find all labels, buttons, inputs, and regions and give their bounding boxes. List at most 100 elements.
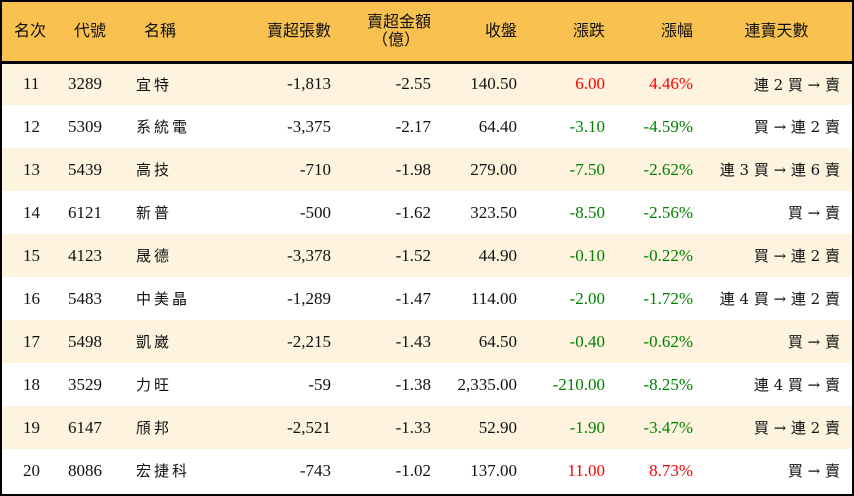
net-sell-shares-cell: -710 xyxy=(299,159,331,179)
streak-cell: 買 → 連 2 賣 xyxy=(753,247,840,265)
change-pct-cell: -2.56% xyxy=(643,202,693,222)
net-sell-shares-cell: -59 xyxy=(308,374,331,394)
table-row: 11 3289 宜特 -1,813 -2.55 140.50 6.00 4.46… xyxy=(2,62,852,105)
stock-name-cell: 力旺 xyxy=(136,376,173,394)
streak-cell: 買 → 賣 xyxy=(787,333,840,351)
net-sell-shares-cell: -500 xyxy=(299,202,331,222)
change-pct-cell: -2.62% xyxy=(643,159,693,179)
header-change: 漲跌 xyxy=(521,2,611,64)
header-net-sell-amount: 賣超金額 （億） xyxy=(331,2,431,64)
rank-cell: 19 xyxy=(23,417,40,437)
stock-name-cell: 宜特 xyxy=(136,75,173,94)
stock-code-cell: 3529 xyxy=(68,374,102,394)
close-price-cell: 323.50 xyxy=(470,202,517,222)
change-cell: -8.50 xyxy=(569,202,605,222)
rank-cell: 11 xyxy=(23,74,40,94)
close-price-cell: 64.40 xyxy=(478,116,517,136)
change-cell: -0.10 xyxy=(569,245,605,265)
net-sell-shares-cell: -2,215 xyxy=(287,331,331,351)
streak-cell: 買 → 賣 xyxy=(787,204,840,222)
net-sell-amount-cell: -1.02 xyxy=(395,460,431,480)
streak-cell: 買 → 連 2 賣 xyxy=(753,419,840,437)
stock-name-cell: 凱崴 xyxy=(136,333,173,351)
close-price-cell: 140.50 xyxy=(470,74,517,94)
close-price-cell: 44.90 xyxy=(478,245,517,265)
stock-name-cell: 晟德 xyxy=(136,247,173,265)
change-cell: -7.50 xyxy=(569,159,605,179)
streak-cell: 連 2 買 → 賣 xyxy=(753,75,840,94)
net-sell-amount-cell: -2.17 xyxy=(395,116,431,136)
header-net-sell-shares: 賣超張數 xyxy=(226,2,331,64)
change-pct-cell: -4.59% xyxy=(643,116,693,136)
stock-name-cell: 頎邦 xyxy=(136,419,173,437)
close-price-cell: 114.00 xyxy=(470,288,517,308)
change-pct-cell: -8.25% xyxy=(643,374,693,394)
change-pct-cell: -0.22% xyxy=(643,245,693,265)
change-pct-cell: 8.73% xyxy=(649,460,693,480)
rank-cell: 15 xyxy=(23,245,40,265)
change-cell: -3.10 xyxy=(569,116,605,136)
net-sell-amount-cell: -1.38 xyxy=(395,374,431,394)
close-price-cell: 137.00 xyxy=(470,460,517,480)
rank-cell: 18 xyxy=(23,374,40,394)
table-row: 13 5439 高技 -710 -1.98 279.00 -7.50 -2.62… xyxy=(2,148,852,191)
rank-cell: 12 xyxy=(23,116,40,136)
change-pct-cell: -0.62% xyxy=(643,331,693,351)
header-name: 名稱 xyxy=(136,2,226,64)
net-sell-amount-cell: -1.33 xyxy=(395,417,431,437)
stock-name-cell: 新普 xyxy=(136,204,173,222)
header-net-sell-amount-line1: 賣超金額 xyxy=(366,12,431,32)
table-row: 19 6147 頎邦 -2,521 -1.33 52.90 -1.90 -3.4… xyxy=(2,406,852,449)
stock-code-cell: 6121 xyxy=(68,202,102,222)
change-cell: 6.00 xyxy=(575,74,605,94)
streak-cell: 連 4 買 → 連 2 賣 xyxy=(719,290,840,308)
header-change-pct: 漲幅 xyxy=(611,2,701,64)
net-sell-shares-cell: -3,378 xyxy=(287,245,331,265)
table-row: 16 5483 中美晶 -1,289 -1.47 114.00 -2.00 -1… xyxy=(2,277,852,320)
stock-name-cell: 中美晶 xyxy=(136,290,191,308)
stock-code-cell: 4123 xyxy=(68,245,102,265)
close-price-cell: 2,335.00 xyxy=(457,374,518,394)
net-sell-shares-cell: -1,813 xyxy=(287,74,331,94)
change-pct-cell: -3.47% xyxy=(643,417,693,437)
stock-code-cell: 5498 xyxy=(68,331,102,351)
change-cell: -1.90 xyxy=(569,417,605,437)
table-row: 12 5309 系統電 -3,375 -2.17 64.40 -3.10 -4.… xyxy=(2,105,852,148)
table-header-row: 名次 代號 名稱 賣超張數 賣超金額 （億） 收盤 漲跌 漲幅 連賣天數 xyxy=(2,2,852,64)
net-sell-amount-cell: -1.62 xyxy=(395,202,431,222)
header-net-sell-amount-line2: （億） xyxy=(371,30,420,50)
streak-cell: 買 → 賣 xyxy=(787,462,840,480)
net-sell-amount-cell: -1.52 xyxy=(395,245,431,265)
close-price-cell: 279.00 xyxy=(470,159,517,179)
change-cell: 11.00 xyxy=(567,460,605,480)
change-cell: -2.00 xyxy=(569,288,605,308)
rank-cell: 20 xyxy=(23,460,40,480)
stock-code-cell: 3289 xyxy=(68,74,102,94)
table-row: 17 5498 凱崴 -2,215 -1.43 64.50 -0.40 -0.6… xyxy=(2,320,852,363)
streak-cell: 連 4 買 → 賣 xyxy=(753,376,840,394)
table-row: 15 4123 晟德 -3,378 -1.52 44.90 -0.10 -0.2… xyxy=(2,234,852,277)
streak-cell: 買 → 連 2 賣 xyxy=(753,118,840,136)
close-price-cell: 64.50 xyxy=(478,331,517,351)
net-sell-amount-cell: -1.98 xyxy=(395,159,431,179)
net-sell-shares-cell: -3,375 xyxy=(287,116,331,136)
change-pct-cell: -1.72% xyxy=(643,288,693,308)
close-price-cell: 52.90 xyxy=(478,417,517,437)
net-sell-shares-cell: -743 xyxy=(299,460,331,480)
rank-cell: 13 xyxy=(23,159,40,179)
rank-cell: 16 xyxy=(23,288,40,308)
stock-code-cell: 6147 xyxy=(68,417,102,437)
change-cell: -210.00 xyxy=(552,374,605,394)
header-close: 收盤 xyxy=(431,2,521,64)
stock-code-cell: 5309 xyxy=(68,116,102,136)
net-sell-shares-cell: -1,289 xyxy=(287,288,331,308)
change-pct-cell: 4.46% xyxy=(649,74,693,94)
stock-code-cell: 8086 xyxy=(68,460,102,480)
stock-name-cell: 系統電 xyxy=(136,118,191,136)
table-row: 14 6121 新普 -500 -1.62 323.50 -8.50 -2.56… xyxy=(2,191,852,234)
net-sell-amount-cell: -1.43 xyxy=(395,331,431,351)
header-code: 代號 xyxy=(64,2,136,64)
change-cell: -0.40 xyxy=(569,331,605,351)
